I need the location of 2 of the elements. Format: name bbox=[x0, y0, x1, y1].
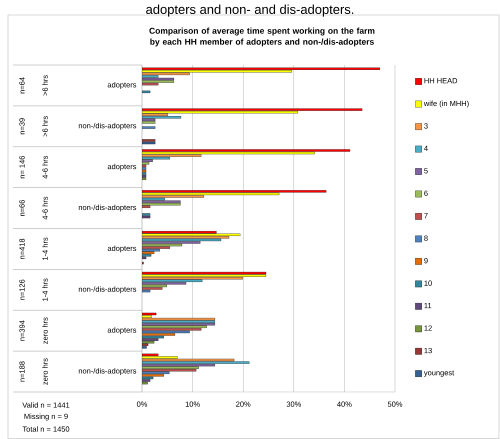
chart-title: Comparison of average time spent working on the farm by each HH member of adopters and non-/dis-adopters bbox=[149, 28, 374, 46]
text: adopters and non- and dis-adopters. bbox=[146, 4, 354, 17]
